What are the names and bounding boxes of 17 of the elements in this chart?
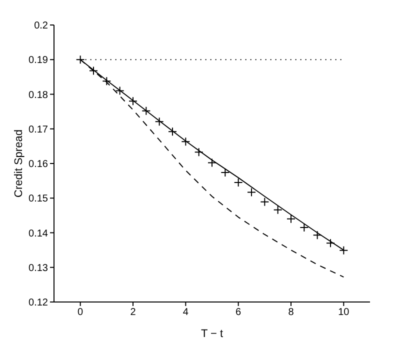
- x-tick-label: 6: [236, 307, 242, 318]
- y-tick-label: 0.13: [28, 262, 48, 274]
- x-tick-label: 2: [130, 307, 136, 318]
- x-tick-label: 8: [288, 307, 294, 318]
- y-tick-label: 0.12: [28, 298, 48, 309]
- y-tick-label: 0.18: [28, 90, 48, 101]
- y-tick-label: 0.16: [28, 159, 48, 170]
- y-axis-title: Credit Spread: [12, 130, 25, 198]
- y-tick-label: 0.17: [28, 124, 48, 136]
- y-tick-label: 0.15: [28, 194, 48, 205]
- x-axis-title: T − t: [200, 328, 224, 339]
- x-tick-label: 10: [338, 307, 350, 318]
- y-tick-label: 0.14: [28, 228, 48, 240]
- x-tick-label: 0: [78, 307, 84, 318]
- y-tick-label: 0.2: [34, 20, 48, 32]
- y-tick-label: 0.19: [28, 55, 48, 66]
- x-tick-label: 4: [182, 307, 189, 318]
